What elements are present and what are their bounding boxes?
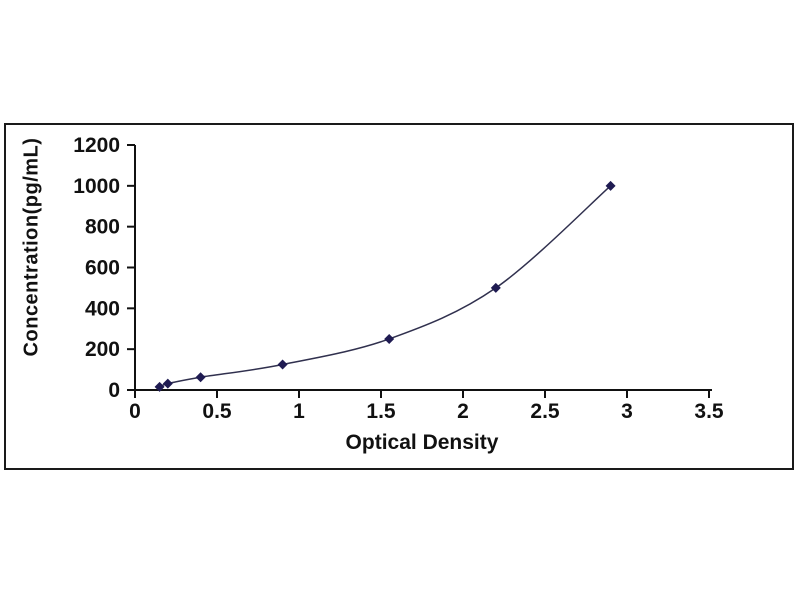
y-tick-label: 200 — [85, 338, 120, 361]
data-point-marker — [490, 282, 501, 293]
x-tick-label: 2 — [457, 400, 469, 423]
y-tick-label: 800 — [85, 216, 120, 239]
y-tick-label: 600 — [85, 257, 120, 280]
standard-curve-line — [159, 185, 612, 388]
data-point-marker — [384, 333, 395, 344]
x-tick-label: 3.5 — [694, 400, 724, 423]
y-axis-title: Concentration(pg/mL) — [20, 137, 43, 357]
x-tick-label: 0 — [129, 400, 141, 423]
x-axis-title: Optical Density — [345, 431, 499, 454]
data-point-marker — [277, 359, 288, 370]
y-tick-label: 1200 — [73, 134, 120, 157]
axis-lines — [134, 145, 712, 391]
x-tick-label: 3 — [621, 400, 633, 423]
x-tick-label: 1.5 — [366, 400, 396, 423]
y-tick-label: 1000 — [73, 175, 120, 198]
y-tick-label: 0 — [108, 379, 120, 402]
data-point-marker — [162, 378, 173, 389]
x-tick-label: 0.5 — [202, 400, 232, 423]
y-tick-label: 400 — [85, 297, 120, 320]
data-point-marker — [195, 372, 206, 383]
x-tick-label: 2.5 — [530, 400, 560, 423]
x-tick-label: 1 — [293, 400, 305, 423]
data-point-marker — [605, 180, 616, 191]
data-point-marker — [154, 381, 165, 392]
